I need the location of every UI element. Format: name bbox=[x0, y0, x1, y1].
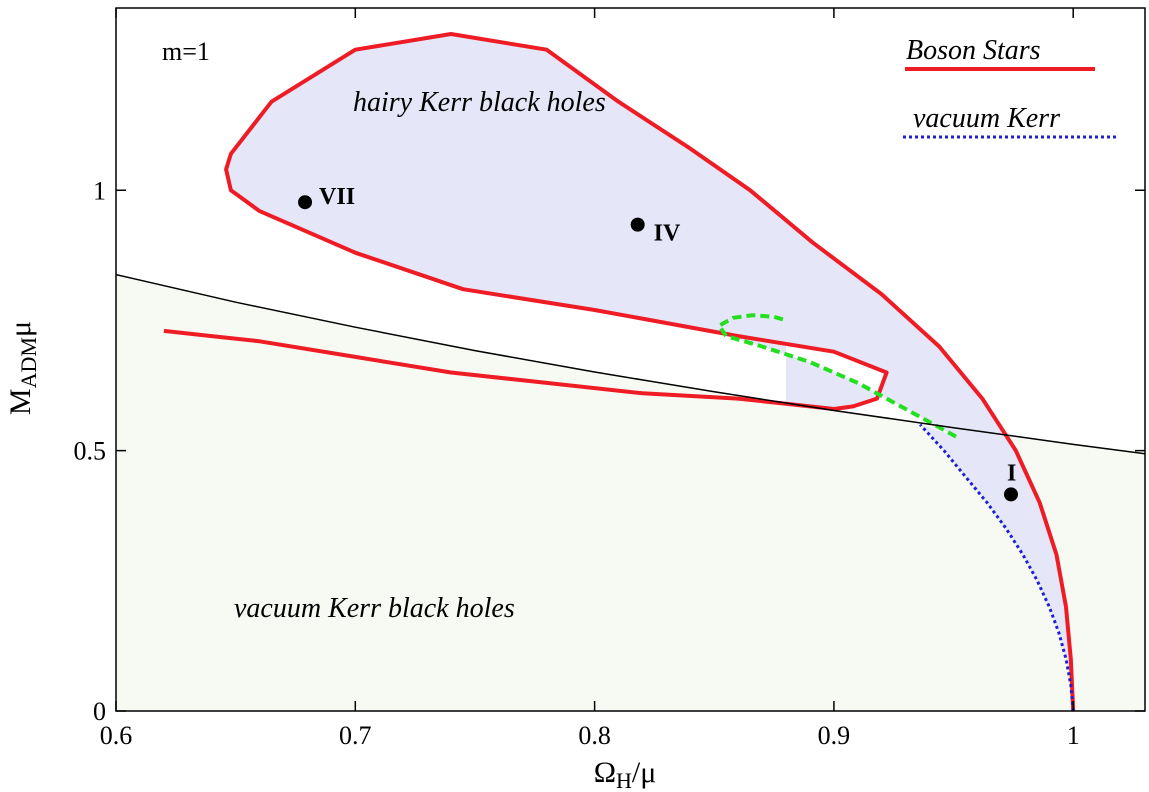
point-iv bbox=[630, 217, 645, 232]
point-label-iv: IV bbox=[654, 221, 681, 247]
series-dotted-blue bbox=[918, 423, 1075, 712]
vacuum-kerr-region bbox=[116, 274, 1145, 711]
x-tick-label: 0.8 bbox=[578, 721, 611, 750]
legend-boson-label: Boson Stars bbox=[906, 35, 1041, 66]
point-i bbox=[1003, 487, 1018, 502]
legend-kerr-label: vacuum Kerr bbox=[913, 103, 1060, 134]
x-axis-label-sub: H bbox=[616, 768, 632, 792]
tick-labels: 0.6 0.7 0.8 0.9 1 0 0.5 1 bbox=[74, 176, 1080, 750]
y-axis-label-main: M bbox=[4, 388, 37, 415]
y-axis-label: MADMμ bbox=[4, 321, 41, 415]
x-axis-label-rest: /μ bbox=[632, 756, 656, 789]
y-axis-label-sub: ADM bbox=[16, 337, 41, 388]
y-tick-label: 1 bbox=[93, 176, 106, 205]
x-tick-label: 1 bbox=[1067, 721, 1080, 750]
plot-frame bbox=[115, 7, 1146, 712]
point-vii bbox=[298, 195, 313, 210]
hairy-kerr-region bbox=[226, 34, 1074, 711]
x-axis-label-main: Ω bbox=[594, 756, 616, 789]
mode-label: m=1 bbox=[162, 37, 210, 66]
x-tick-label: 0.7 bbox=[339, 721, 372, 750]
ticks bbox=[115, 8, 1145, 712]
curves bbox=[115, 32, 1146, 712]
series-solid-red bbox=[163, 32, 1076, 712]
point-label-vii: VII bbox=[319, 184, 355, 210]
legend: Boson Stars vacuum Kerr bbox=[903, 35, 1118, 139]
vacuum-region-label: vacuum Kerr black holes bbox=[234, 593, 515, 624]
x-tick-label: 0.6 bbox=[100, 721, 133, 750]
series-solid-black bbox=[115, 273, 1146, 455]
labeled-points: VII IV I bbox=[298, 184, 1018, 502]
hairy-region-label: hairy Kerr black holes bbox=[353, 87, 606, 118]
x-axis-label: ΩH/μ bbox=[594, 756, 657, 792]
y-tick-label: 0.5 bbox=[74, 437, 107, 466]
y-axis-label-rest: μ bbox=[4, 321, 37, 337]
point-label-i: I bbox=[1007, 460, 1016, 486]
x-tick-label: 0.9 bbox=[818, 721, 851, 750]
y-tick-label: 0 bbox=[93, 697, 106, 726]
